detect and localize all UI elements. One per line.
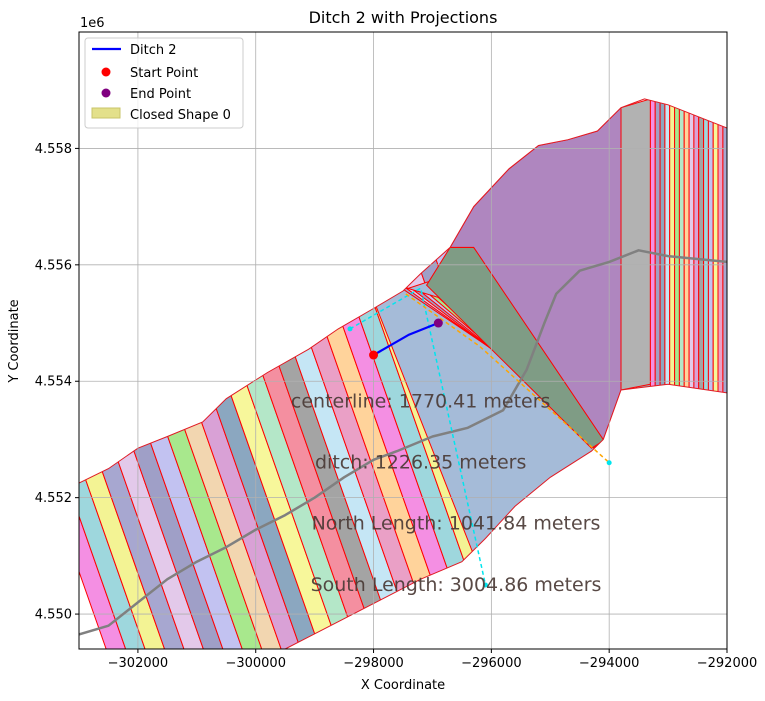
legend-label-ditch-2: Ditch 2: [130, 43, 177, 58]
legend-label-start-point: Start Point: [130, 66, 198, 81]
x-tick-label: −292000: [697, 656, 758, 671]
shape-strip-east: [683, 98, 690, 400]
legend: Ditch 2 Start Point End Point Closed Sha…: [84, 37, 244, 129]
projection-point: [606, 460, 612, 466]
centerline-line: [79, 249, 727, 636]
end-point-marker: [433, 318, 443, 328]
annotation-label: North Length: 1041.84 meters: [312, 513, 601, 535]
x-tick-label: −296000: [461, 656, 522, 671]
shape-strip-east: [654, 98, 661, 400]
axes-frame: [78, 31, 728, 650]
shape-strip-east: [678, 98, 685, 400]
chart-title: Ditch 2 with Projections: [309, 8, 498, 27]
y-tick-label: 4.554: [35, 375, 72, 390]
y-tick-label: 4.556: [35, 258, 72, 273]
shape-strip-east: [712, 98, 719, 400]
start-point-marker: [369, 350, 379, 360]
data-lines: [79, 249, 727, 636]
legend-box: [84, 37, 244, 129]
shape-region-grey: [620, 98, 651, 391]
y-tick-label: 4.558: [35, 142, 72, 157]
legend-swatch-start-point: [101, 67, 111, 77]
shape-strip-east: [688, 98, 695, 400]
grid: [79, 32, 727, 649]
projection-point: [347, 326, 353, 332]
legend-swatch-closed-shape-0: [91, 107, 121, 119]
shape-strip: [79, 235, 154, 649]
shape-strip-east: [664, 98, 671, 400]
shape-strip-east: [649, 98, 656, 400]
annotations: centerline: 1770.41 meters ditch: 1226.35…: [291, 390, 602, 595]
legend-label-closed-shape-0: Closed Shape 0: [130, 108, 231, 123]
ditch-2-line: [372, 321, 439, 357]
x-tick-label: −302000: [108, 656, 169, 671]
plot-area: [79, 32, 727, 649]
y-axis-ticks: 4.550 4.552 4.554 4.556 4.558: [35, 142, 79, 623]
x-tick-label: −294000: [579, 656, 640, 671]
y-tick-label: 4.550: [35, 608, 72, 623]
shape-strip-east: [659, 98, 666, 400]
legend-swatch-end-point: [101, 88, 111, 98]
title-text: Ditch 2 with Projections: [309, 8, 498, 27]
shape-strip-east: [693, 98, 700, 400]
x-axis-label: X Coordinate: [361, 678, 445, 693]
south-projection-line: [405, 293, 610, 464]
shape-strip-east: [674, 98, 680, 400]
y-tick-label: 4.552: [35, 491, 72, 506]
x-tick-label: −300000: [225, 656, 286, 671]
shape-strip-east: [707, 98, 714, 400]
shape-strip-east: [703, 98, 709, 400]
annotation-label: ditch: 1226.35 meters: [315, 452, 526, 474]
shape-strip-east: [698, 98, 705, 400]
annotation-label: South Length: 3004.86 meters: [311, 574, 602, 596]
projection-point: [482, 582, 488, 588]
legend-label-end-point: End Point: [130, 87, 191, 102]
annotation-label: centerline: 1770.41 meters: [291, 390, 551, 412]
y-axis-label: Y Coordinate: [7, 299, 22, 383]
shape-strip: [79, 235, 135, 649]
shape-strip-east: [669, 98, 676, 400]
y-offset-label: 1e6: [80, 16, 105, 31]
x-tick-label: −298000: [343, 656, 404, 671]
x-axis-ticks: −302000 −300000 −298000 −296000 −294000 −2920…: [108, 649, 758, 671]
shape-strip-east: [717, 98, 724, 400]
